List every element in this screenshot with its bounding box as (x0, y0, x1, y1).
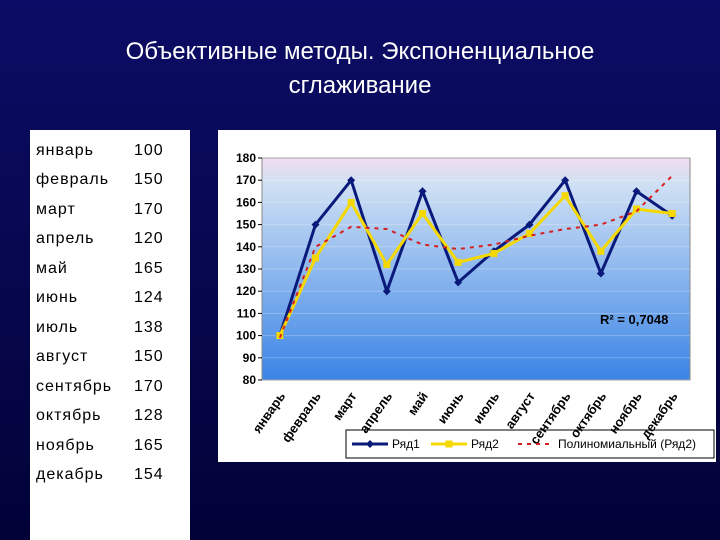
y-tick-label: 120 (236, 284, 256, 298)
point-marker (561, 176, 570, 185)
legend-marker (366, 440, 374, 448)
point-marker (525, 220, 534, 229)
y-tick-label: 180 (236, 151, 256, 165)
table-row: июль 138 (30, 307, 164, 337)
y-tick-label: 130 (236, 262, 256, 276)
point-marker (454, 258, 462, 266)
table-row: ноябрь 165 (30, 425, 164, 455)
point-marker (668, 210, 676, 217)
plot-area (261, 157, 691, 381)
table-value: 124 (134, 289, 164, 306)
table-row: январь 100 (30, 130, 164, 160)
table-value: 165 (134, 436, 164, 454)
chart: 8090100110120130140150160170180январьфев… (218, 130, 716, 462)
table-month: июнь (36, 289, 79, 306)
table-row: август 150 (30, 337, 164, 367)
table-value: 138 (134, 318, 164, 336)
point-marker (347, 176, 356, 185)
point-marker (312, 254, 319, 262)
table-row: октябрь 128 (30, 396, 164, 426)
slide-title: Объективные методы. Экспоненциальное (125, 38, 595, 65)
point-marker (383, 261, 391, 269)
point-marker (418, 187, 427, 196)
table-month: сентябрь (36, 377, 113, 395)
table-value: 170 (134, 200, 164, 218)
table-row: декабрь 154 (30, 455, 164, 485)
table-month: июль (36, 318, 79, 336)
table-month: январь (36, 141, 94, 159)
data-table: январь 100 февраль 150 март 170 апрель 120 май 16… (30, 130, 190, 540)
y-tick-label: 100 (236, 329, 256, 343)
point-marker (526, 229, 533, 237)
table-row: сентябрь 170 (30, 366, 164, 396)
legend-label: Ряд1 (392, 437, 420, 451)
table-value: 150 (134, 348, 164, 365)
table-row: февраль 150 (30, 160, 164, 190)
table-value: 100 (134, 141, 164, 159)
table-value: 120 (134, 230, 164, 247)
series-line (278, 177, 674, 337)
point-marker (419, 210, 426, 217)
table-month: ноябрь (36, 436, 95, 454)
y-tick-label: 140 (236, 240, 256, 254)
y-tick-label: 90 (243, 351, 257, 365)
point-marker (490, 249, 498, 257)
series-line (278, 193, 673, 337)
table-value: 154 (134, 466, 164, 483)
y-tick-label: 150 (236, 218, 256, 232)
point-marker (561, 192, 569, 200)
table-month: март (36, 200, 76, 218)
point-marker (347, 198, 355, 206)
table-value: 128 (134, 407, 164, 424)
table-month: декабрь (36, 466, 104, 483)
table-month: апрель (36, 230, 95, 247)
table-row: март 170 (30, 189, 164, 219)
table-row: июнь 124 (30, 278, 164, 308)
y-tick-label: 80 (243, 373, 257, 387)
point-marker (597, 247, 605, 255)
y-tick-label: 170 (236, 173, 256, 187)
legend-label: Полиномиальный (Ряд2) (558, 437, 696, 451)
table-month: май (36, 259, 68, 277)
legend-marker (445, 440, 453, 448)
point-marker (382, 287, 391, 296)
annotation: R² = 0,7048 (600, 312, 668, 327)
table-value: 165 (134, 259, 164, 277)
table-row: май 165 (30, 248, 164, 278)
point-marker (632, 187, 641, 196)
point-marker (454, 278, 463, 287)
legend-label: Ряд2 (471, 437, 499, 451)
slide-title: сглаживание (288, 72, 432, 99)
point-marker (311, 220, 320, 229)
y-tick-label: 110 (237, 306, 257, 320)
table-row: апрель 120 (30, 219, 164, 249)
y-tick-label: 160 (236, 195, 256, 209)
table-month: октябрь (36, 407, 102, 424)
table-month: август (36, 348, 89, 365)
point-marker (633, 205, 640, 213)
table-value: 150 (134, 171, 164, 188)
table-value: 170 (134, 377, 164, 395)
table-month: февраль (36, 171, 110, 188)
point-marker (596, 269, 605, 278)
